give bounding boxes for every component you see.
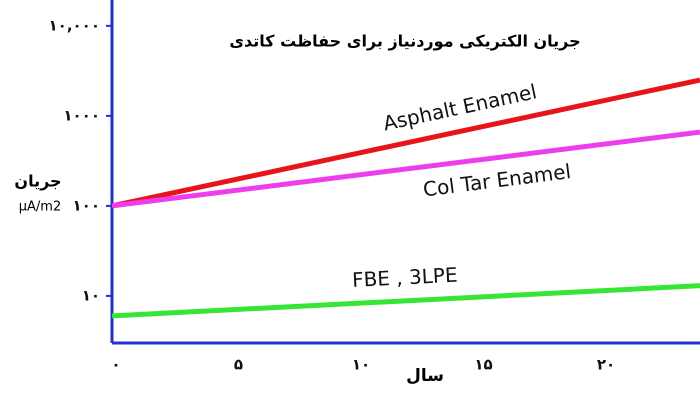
x-tick-label: ۰: [111, 356, 120, 374]
series-line: [111, 283, 700, 319]
y-tick-label: ۱۰۰: [73, 196, 100, 214]
chart-title: جریان الکتریکی موردنیاز برای حفاظت کاتدی: [229, 32, 580, 51]
y-axis-label: جریان: [14, 172, 61, 191]
x-tick-label: ۱۰: [352, 356, 370, 374]
x-tick-label: ۱۵: [474, 356, 492, 374]
series-line: [111, 129, 700, 209]
y-tick-label: ۱۰: [82, 286, 100, 304]
x-axis-label: سال: [406, 366, 444, 386]
series-line: [111, 77, 700, 209]
y-axis-unit: μA/m2: [19, 200, 61, 215]
series-label: Asphalt Enamel: [381, 79, 539, 135]
y-tick-label: ۱۰,۰۰۰: [49, 16, 100, 34]
series-label: FBE , 3LPE: [351, 263, 458, 292]
x-tick-label: ۵: [234, 356, 243, 374]
x-tick-label: ۲۰: [597, 356, 615, 374]
y-tick-label: ۱۰۰۰: [63, 106, 100, 124]
